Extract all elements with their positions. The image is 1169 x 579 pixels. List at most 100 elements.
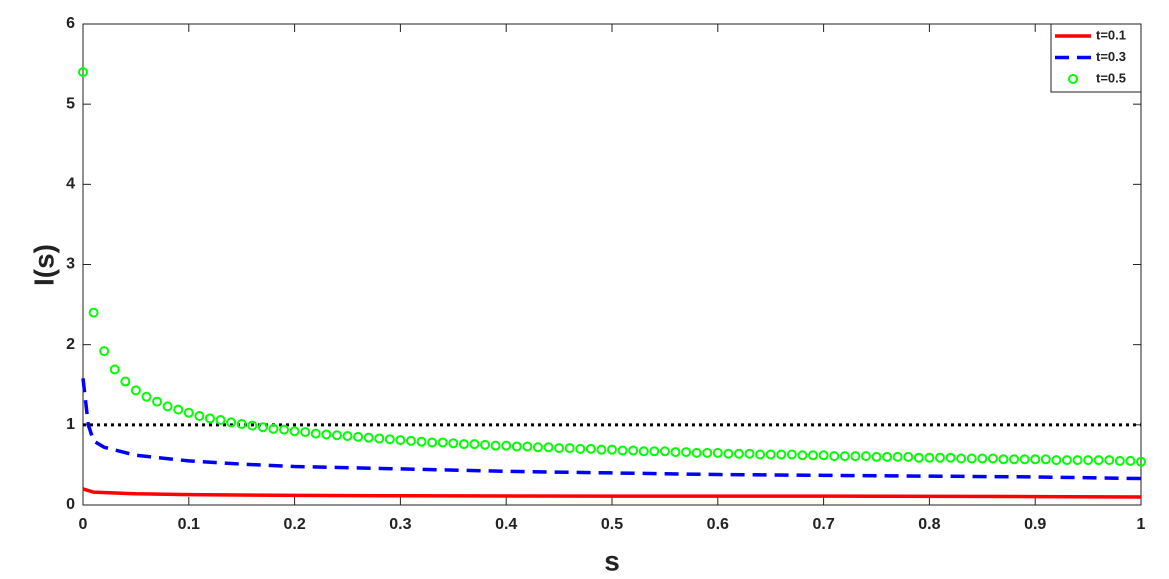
marker bbox=[152, 396, 163, 407]
marker bbox=[1009, 454, 1020, 465]
marker bbox=[966, 453, 977, 464]
plot-frame bbox=[82, 23, 1142, 506]
marker bbox=[405, 435, 416, 446]
x-tick-label: 0.7 bbox=[812, 516, 834, 533]
marker bbox=[130, 385, 141, 396]
marker bbox=[808, 450, 819, 461]
y-tick-label: 3 bbox=[66, 256, 75, 273]
marker bbox=[511, 441, 522, 452]
marker bbox=[310, 428, 321, 439]
marker bbox=[755, 449, 766, 460]
marker bbox=[204, 413, 215, 424]
x-tick-label: 0.9 bbox=[1024, 516, 1046, 533]
marker bbox=[776, 449, 787, 460]
marker bbox=[183, 407, 194, 418]
marker bbox=[279, 424, 290, 435]
y-tick-label: 6 bbox=[66, 15, 75, 32]
marker bbox=[956, 453, 967, 464]
marker bbox=[321, 429, 332, 440]
marker bbox=[977, 453, 988, 464]
marker bbox=[733, 448, 744, 459]
legend-swatch bbox=[1068, 74, 1078, 84]
marker bbox=[1040, 454, 1051, 465]
marker bbox=[649, 446, 660, 457]
marker bbox=[797, 450, 808, 461]
marker bbox=[1093, 455, 1104, 466]
marker bbox=[141, 391, 152, 402]
marker bbox=[501, 440, 512, 451]
marker bbox=[331, 430, 342, 441]
marker bbox=[353, 431, 364, 442]
y-tick-label: 1 bbox=[66, 416, 75, 433]
marker bbox=[585, 443, 596, 454]
marker bbox=[427, 437, 438, 448]
x-tick-label: 0.3 bbox=[389, 516, 411, 533]
legend-label: t=0.5 bbox=[1096, 70, 1126, 85]
x-tick-label: 0.2 bbox=[283, 516, 305, 533]
x-tick-label: 1 bbox=[1137, 516, 1146, 533]
marker bbox=[617, 445, 628, 456]
marker bbox=[194, 411, 205, 422]
marker bbox=[744, 448, 755, 459]
marker bbox=[712, 447, 723, 458]
marker bbox=[924, 452, 935, 463]
marker bbox=[162, 401, 173, 412]
marker bbox=[554, 443, 565, 454]
marker bbox=[786, 449, 797, 460]
marker bbox=[659, 446, 670, 457]
marker bbox=[945, 452, 956, 463]
marker bbox=[289, 426, 300, 437]
legend-label: t=0.3 bbox=[1096, 49, 1126, 64]
marker bbox=[99, 346, 110, 357]
marker bbox=[818, 450, 829, 461]
marker bbox=[913, 452, 924, 463]
marker bbox=[765, 449, 776, 460]
marker bbox=[607, 444, 617, 455]
marker bbox=[532, 442, 543, 453]
marker bbox=[1136, 456, 1146, 467]
series-line bbox=[82, 487, 1142, 499]
marker bbox=[458, 439, 469, 450]
marker bbox=[903, 451, 914, 462]
marker bbox=[839, 451, 850, 462]
marker bbox=[1061, 455, 1072, 466]
marker bbox=[300, 427, 311, 438]
x-tick-label: 0.8 bbox=[918, 516, 940, 533]
y-tick-label: 4 bbox=[66, 176, 75, 193]
marker bbox=[723, 448, 734, 459]
marker bbox=[628, 445, 639, 456]
x-tick-label: 0.6 bbox=[707, 516, 729, 533]
marker bbox=[934, 452, 945, 463]
marker bbox=[374, 433, 385, 444]
marker bbox=[490, 440, 501, 451]
marker bbox=[1072, 455, 1083, 466]
marker bbox=[384, 434, 395, 445]
marker bbox=[1104, 455, 1115, 466]
marker bbox=[1019, 454, 1030, 465]
marker bbox=[1083, 455, 1094, 466]
marker bbox=[363, 432, 374, 443]
marker bbox=[88, 307, 99, 318]
marker bbox=[850, 451, 861, 462]
marker bbox=[670, 447, 681, 458]
marker bbox=[829, 451, 840, 462]
marker bbox=[416, 436, 427, 447]
marker bbox=[1125, 455, 1136, 466]
marker bbox=[469, 439, 480, 450]
marker bbox=[257, 422, 268, 433]
x-tick-label: 0.1 bbox=[178, 516, 200, 533]
x-tick-label: 0.5 bbox=[601, 516, 623, 533]
marker bbox=[638, 446, 649, 457]
marker bbox=[998, 454, 1009, 465]
marker bbox=[395, 435, 406, 446]
marker bbox=[860, 451, 871, 462]
marker bbox=[871, 451, 882, 462]
marker bbox=[564, 443, 575, 454]
marker bbox=[575, 443, 586, 454]
marker bbox=[226, 417, 237, 428]
marker bbox=[522, 441, 533, 452]
marker bbox=[702, 447, 713, 458]
marker bbox=[1114, 455, 1125, 466]
x-tick-label: 0.4 bbox=[495, 516, 517, 533]
marker bbox=[1030, 454, 1041, 465]
